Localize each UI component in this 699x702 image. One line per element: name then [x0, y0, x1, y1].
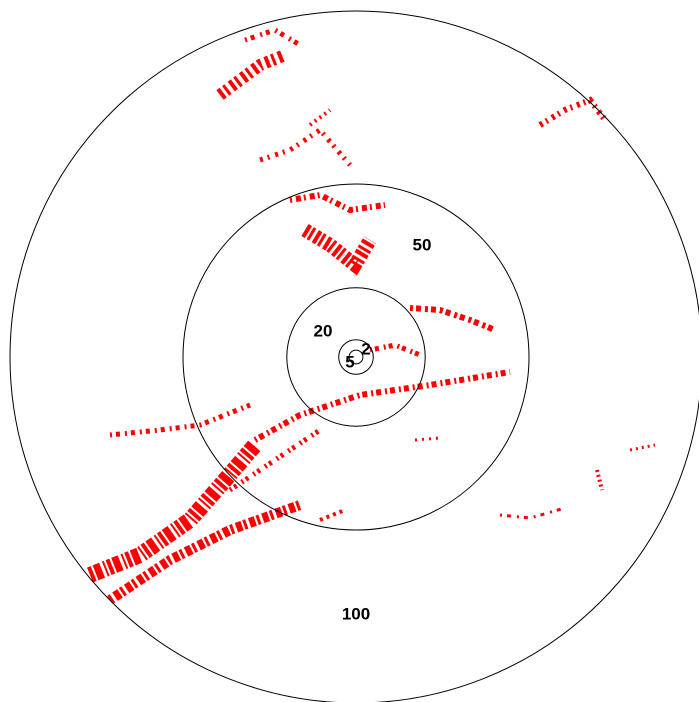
range-rings: 100 50 20 52: [10, 11, 699, 702]
clutter-streak: [540, 100, 605, 125]
clutter-streak: [110, 405, 250, 435]
clutter: [90, 30, 655, 600]
clutter-streak: [255, 372, 510, 440]
clutter-streak: [415, 438, 440, 440]
range-ring: [287, 288, 425, 426]
clutter-streak: [597, 470, 602, 490]
clutter-streak: [220, 55, 285, 95]
clutter-streak: [230, 430, 320, 490]
range-label: 2: [361, 339, 370, 358]
clutter-streak: [410, 308, 495, 330]
clutter-streak: [370, 345, 420, 355]
range-label: 50: [413, 235, 432, 254]
clutter-streak: [305, 230, 370, 265]
range-label: 20: [314, 321, 333, 340]
clutter-streak: [290, 195, 385, 210]
clutter-streak: [110, 505, 300, 600]
clutter-streak: [260, 130, 350, 165]
range-ring: [183, 184, 529, 530]
range-label: 5: [345, 352, 354, 371]
range-label: 100: [342, 604, 370, 623]
clutter-streak: [500, 508, 565, 518]
clutter-streak: [310, 110, 330, 125]
radar-display: 100 50 20 52: [0, 0, 699, 702]
clutter-streak: [245, 30, 300, 45]
clutter-streak: [630, 445, 655, 450]
clutter-streak: [320, 510, 345, 520]
